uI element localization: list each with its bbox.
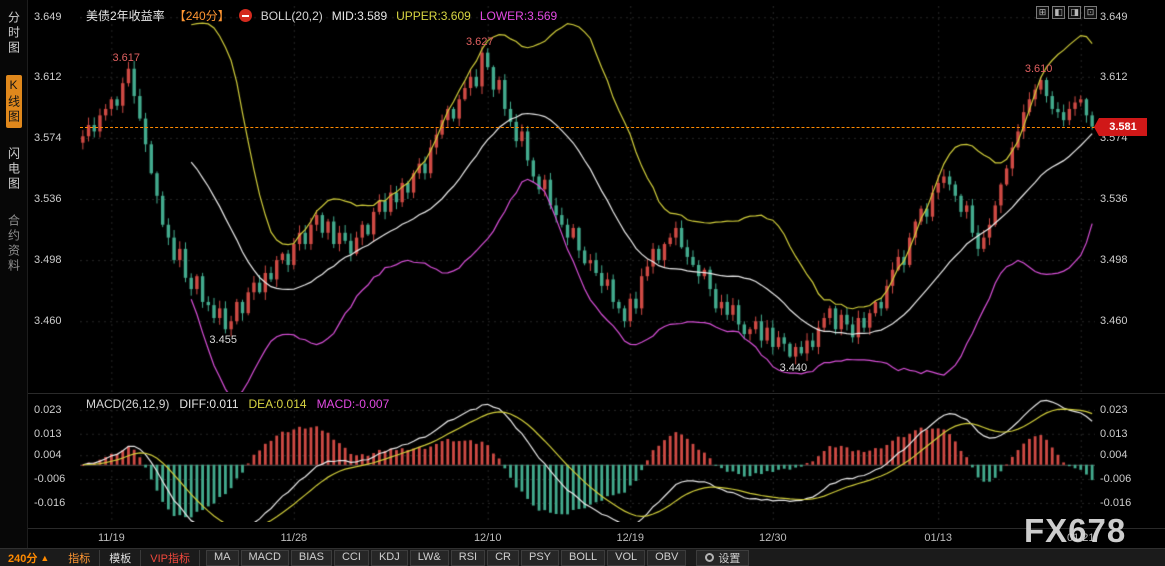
date-axis-divider <box>28 528 1165 529</box>
price-tick: 3.649 <box>1100 11 1128 23</box>
macd-tick: -0.006 <box>1100 473 1131 485</box>
chart-interval-tag: 【240分】 <box>174 7 230 24</box>
interval-label: 240分 <box>8 550 37 566</box>
macd-tick: -0.006 <box>34 473 65 485</box>
indicator-button-lw[interactable]: LW& <box>410 550 449 566</box>
indicator-button-bias[interactable]: BIAS <box>291 550 332 566</box>
price-tick: 3.536 <box>34 193 62 205</box>
macd-tick: 0.013 <box>34 428 62 440</box>
indicator-button-macd[interactable]: MACD <box>241 550 289 566</box>
price-tick: 3.536 <box>1100 193 1128 205</box>
date-label: 12/10 <box>468 532 508 544</box>
boll-upper-value: UPPER:3.609 <box>396 9 471 23</box>
macd-chart-canvas[interactable] <box>80 398 1095 522</box>
indicator-button-boll[interactable]: BOLL <box>561 550 605 566</box>
indicator-button-vol[interactable]: VOL <box>607 550 645 566</box>
macd-macd-value: MACD:-0.007 <box>317 397 390 411</box>
macd-dea-value: DEA:0.014 <box>249 397 307 411</box>
macd-title: MACD(26,12,9) <box>86 397 169 411</box>
date-axis: 11/19 11/28 12/10 12/19 12/30 01/13 01/21 <box>0 531 1165 547</box>
indicator-buttons: MAMACDBIASCCIKDJLW&RSICRPSYBOLLVOLOBV <box>206 550 686 566</box>
toolbar-tabs: 指标模板VIP指标 <box>59 550 200 566</box>
gear-icon <box>705 553 714 562</box>
macd-header: MACD(26,12,9) DIFF:0.011 DEA:0.014 MACD:… <box>86 397 389 411</box>
macd-diff-value: DIFF:0.011 <box>179 397 238 411</box>
date-label: 01/21 <box>1061 532 1101 544</box>
macd-tick: 0.013 <box>1100 428 1128 440</box>
macd-tick: -0.016 <box>34 497 65 509</box>
layout-left-icon[interactable]: ◧ <box>1052 6 1065 19</box>
sidebar-tab-4[interactable]: 合约资料 <box>6 211 22 277</box>
boll-mid-value: MID:3.589 <box>332 9 387 23</box>
layout-grid-icon[interactable]: ⊞ <box>1036 6 1049 19</box>
chart-header: 美债2年收益率 【240分】 BOLL(20,2) MID:3.589 UPPE… <box>86 7 557 24</box>
settings-button[interactable]: 设置 <box>696 550 749 566</box>
macd-tick: 0.004 <box>34 449 62 461</box>
layout-single-icon[interactable]: ⊡ <box>1084 6 1097 19</box>
last-price-tag: 3.581 <box>1099 118 1147 136</box>
indicator-button-cci[interactable]: CCI <box>334 550 369 566</box>
price-tick: 3.460 <box>1100 315 1128 327</box>
date-label: 11/28 <box>274 532 314 544</box>
date-label: 12/30 <box>753 532 793 544</box>
indicator-button-obv[interactable]: OBV <box>647 550 686 566</box>
date-label: 01/13 <box>918 532 958 544</box>
boll-params-label: BOLL(20,2) <box>261 9 323 23</box>
price-tick: 3.649 <box>34 11 62 23</box>
price-tick: 3.574 <box>34 132 62 144</box>
boll-lower-value: LOWER:3.569 <box>480 9 557 23</box>
macd-tick: 0.023 <box>34 404 62 416</box>
macd-axis-left: 0.023 0.013 0.004 -0.006 -0.016 <box>34 0 80 566</box>
price-axis-right: 3.6493.6123.5743.5363.4983.460 <box>1100 0 1160 566</box>
panel-divider <box>28 393 1165 394</box>
sidebar: 分时图 K线图闪电图合约资料 <box>0 0 28 548</box>
triangle-up-icon: ▲ <box>40 553 49 563</box>
indicator-button-cr[interactable]: CR <box>487 550 519 566</box>
toolbar-tab-2[interactable]: 模板 <box>100 550 141 566</box>
macd-axis-right: 0.023 0.013 0.004 -0.006 -0.016 <box>1100 0 1160 566</box>
indicator-button-psy[interactable]: PSY <box>521 550 559 566</box>
date-label: 11/19 <box>91 532 131 544</box>
last-price-line <box>80 127 1095 128</box>
bottom-toolbar: 240分 ▲ 指标模板VIP指标 MAMACDBIASCCIKDJLW&RSIC… <box>0 548 1165 566</box>
sidebar-tab-2[interactable]: K线图 <box>6 75 22 128</box>
toolbar-tab-3[interactable]: VIP指标 <box>141 550 200 566</box>
sidebar-tab-1[interactable]: 分时图 <box>6 8 22 59</box>
price-axis-left: 3.649 3.612 3.574 3.536 3.498 3.460 <box>34 0 80 566</box>
price-tick: 3.498 <box>34 254 62 266</box>
indicator-button-ma[interactable]: MA <box>206 550 239 566</box>
price-chart-canvas[interactable] <box>80 6 1095 392</box>
toolbar-tab-1[interactable]: 指标 <box>59 550 100 566</box>
indicator-button-kdj[interactable]: KDJ <box>371 550 408 566</box>
settings-label: 设置 <box>718 550 740 566</box>
date-label: 12/19 <box>610 532 650 544</box>
window-layout-icons: ⊞◧◨⊡ <box>1036 6 1097 19</box>
price-tick: 3.612 <box>1100 71 1128 83</box>
red-circle-icon[interactable] <box>239 9 252 22</box>
price-tick: 3.498 <box>1100 254 1128 266</box>
layout-right-icon[interactable]: ◨ <box>1068 6 1081 19</box>
macd-tick: -0.016 <box>1100 497 1131 509</box>
sidebar-tab-3[interactable]: 闪电图 <box>6 144 22 195</box>
chart-title: 美债2年收益率 <box>86 7 165 24</box>
price-tick: 3.612 <box>34 71 62 83</box>
price-tick: 3.460 <box>34 315 62 327</box>
macd-tick: 0.004 <box>1100 449 1128 461</box>
chart-app: 分时图 K线图闪电图合约资料 美债2年收益率 【240分】 BOLL(20,2) … <box>0 0 1165 566</box>
interval-selector[interactable]: 240分 ▲ <box>8 550 49 566</box>
macd-tick: 0.023 <box>1100 404 1128 416</box>
indicator-button-rsi[interactable]: RSI <box>451 550 485 566</box>
